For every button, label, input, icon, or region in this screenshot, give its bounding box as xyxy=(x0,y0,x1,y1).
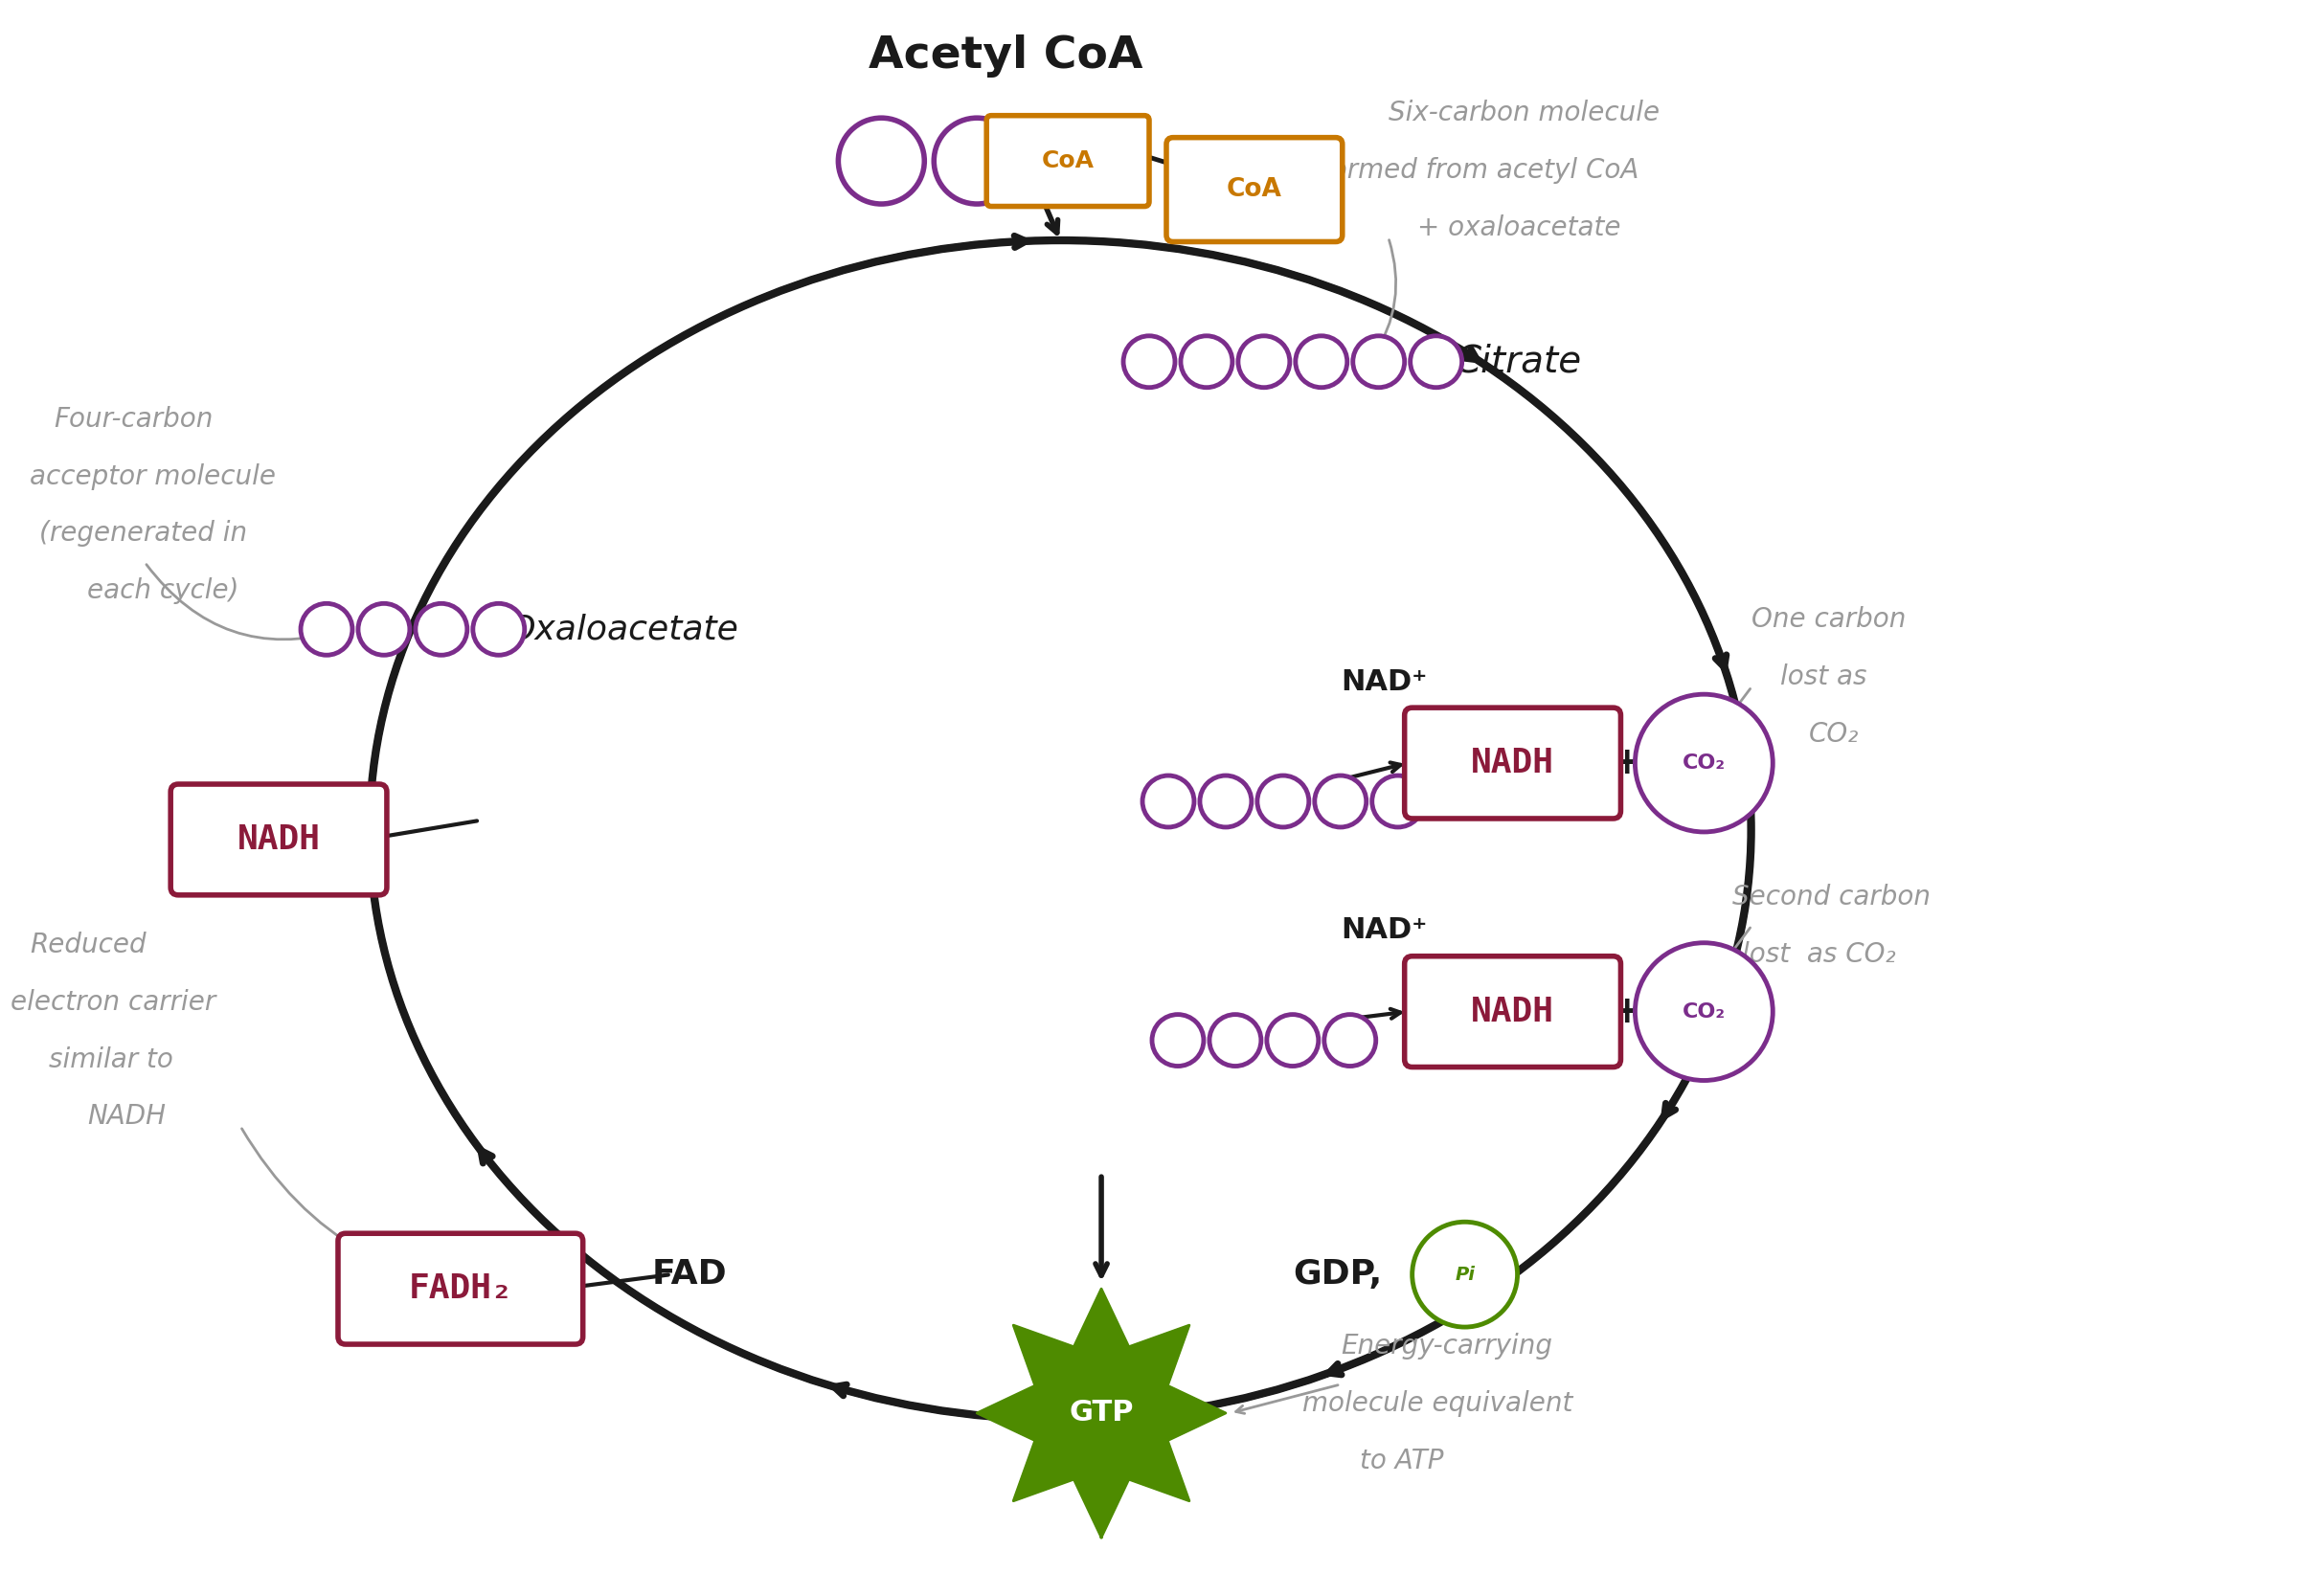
Text: NADH: NADH xyxy=(237,824,320,855)
Circle shape xyxy=(839,118,924,204)
Text: formed from acetyl CoA: formed from acetyl CoA xyxy=(1321,156,1639,184)
Circle shape xyxy=(1201,776,1252,827)
Text: +: + xyxy=(1611,745,1643,782)
Circle shape xyxy=(1256,776,1309,827)
Text: Citrate: Citrate xyxy=(1454,343,1581,380)
Circle shape xyxy=(1371,776,1424,827)
Text: each cycle): each cycle) xyxy=(88,578,240,605)
Text: NAD⁺: NAD⁺ xyxy=(1342,669,1427,696)
Text: +: + xyxy=(1611,993,1643,1029)
Text: molecule equivalent: molecule equivalent xyxy=(1302,1390,1572,1417)
Circle shape xyxy=(1411,335,1461,388)
Text: NAD⁺: NAD⁺ xyxy=(173,796,260,825)
Text: (regenerated in: (regenerated in xyxy=(39,520,247,547)
Text: + oxaloacetate: + oxaloacetate xyxy=(1418,214,1620,241)
Text: Reduced: Reduced xyxy=(30,932,148,958)
Circle shape xyxy=(1180,335,1233,388)
Circle shape xyxy=(1238,335,1291,388)
Circle shape xyxy=(1210,1015,1261,1066)
FancyBboxPatch shape xyxy=(1404,707,1620,819)
Circle shape xyxy=(357,603,410,654)
Text: to ATP: to ATP xyxy=(1360,1448,1443,1475)
FancyBboxPatch shape xyxy=(1166,137,1342,241)
Circle shape xyxy=(1413,1223,1517,1326)
FancyBboxPatch shape xyxy=(339,1234,583,1344)
Circle shape xyxy=(1323,1015,1376,1066)
Text: acceptor molecule: acceptor molecule xyxy=(30,463,277,490)
Circle shape xyxy=(934,118,1021,204)
Text: CoA: CoA xyxy=(1226,177,1282,203)
Text: CO₂: CO₂ xyxy=(1683,753,1726,772)
Polygon shape xyxy=(977,1290,1226,1537)
Circle shape xyxy=(473,603,526,654)
Text: Energy-carrying: Energy-carrying xyxy=(1342,1333,1551,1360)
Text: NADH: NADH xyxy=(1471,747,1554,779)
Circle shape xyxy=(1152,1015,1203,1066)
Text: NADH: NADH xyxy=(88,1103,166,1130)
Text: FAD: FAD xyxy=(652,1258,726,1291)
Circle shape xyxy=(1268,1015,1318,1066)
Text: CO₂: CO₂ xyxy=(1683,1002,1726,1021)
Text: One carbon: One carbon xyxy=(1752,606,1906,634)
Text: CO₂: CO₂ xyxy=(1809,721,1860,749)
Text: Acetyl CoA: Acetyl CoA xyxy=(869,34,1143,77)
FancyBboxPatch shape xyxy=(1404,956,1620,1068)
Text: GDP,: GDP, xyxy=(1293,1258,1381,1291)
Circle shape xyxy=(300,603,353,654)
Circle shape xyxy=(1123,335,1176,388)
Circle shape xyxy=(415,603,468,654)
Text: similar to: similar to xyxy=(48,1045,173,1073)
Text: CoA: CoA xyxy=(1042,150,1095,172)
Text: GTP: GTP xyxy=(1070,1400,1134,1427)
Text: lost  as CO₂: lost as CO₂ xyxy=(1743,942,1897,967)
Text: Pi: Pi xyxy=(1454,1266,1475,1283)
Text: lost as: lost as xyxy=(1779,664,1867,691)
Text: NADH: NADH xyxy=(1471,996,1554,1028)
Text: electron carrier: electron carrier xyxy=(12,988,217,1015)
Circle shape xyxy=(1634,694,1773,832)
Circle shape xyxy=(1353,335,1404,388)
Text: NAD⁺: NAD⁺ xyxy=(1342,916,1427,945)
Text: Second carbon: Second carbon xyxy=(1733,884,1932,910)
Circle shape xyxy=(1295,335,1346,388)
Text: Oxaloacetate: Oxaloacetate xyxy=(509,613,740,645)
FancyBboxPatch shape xyxy=(987,115,1150,206)
Circle shape xyxy=(1634,943,1773,1080)
FancyBboxPatch shape xyxy=(171,784,387,895)
Text: FADH₂: FADH₂ xyxy=(408,1272,512,1306)
Text: Six-carbon molecule: Six-carbon molecule xyxy=(1388,101,1660,126)
Text: Four-carbon: Four-carbon xyxy=(53,405,214,433)
Circle shape xyxy=(1143,776,1194,827)
Circle shape xyxy=(1314,776,1367,827)
